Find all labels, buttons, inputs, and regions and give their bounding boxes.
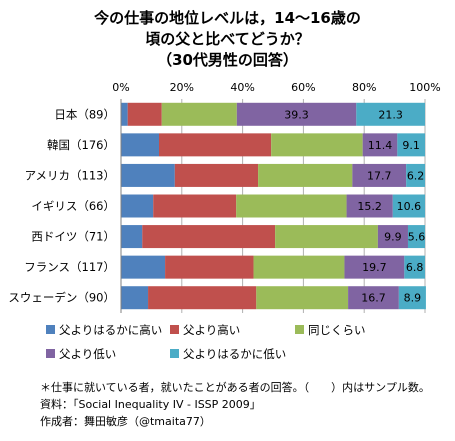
bar-segment (362, 133, 398, 157)
data-label: 5.6 (408, 231, 426, 244)
bar-segment (344, 255, 405, 279)
chart-title-line1: 今の仕事の地位レベルは，14〜16歳の (94, 9, 361, 27)
bar-segment (377, 225, 408, 249)
bar-segment (407, 225, 425, 249)
footnote-author: 作成者：舞田敏彦（@tmaita77） (40, 415, 211, 428)
bar-segment (271, 133, 363, 157)
data-label: 9.9 (384, 231, 402, 244)
x-tick-label: 0% (112, 81, 129, 94)
data-label: 15.2 (357, 200, 382, 213)
footnote-note: ＊仕事に就いている者，就いたことがある者の回答。（ ）内はサンプル数。 (40, 381, 430, 394)
x-tick-label: 60% (291, 81, 315, 94)
data-label: 17.7 (367, 169, 392, 182)
x-tick-label: 20% (170, 81, 194, 94)
legend-label: 父よりはるかに低い (183, 347, 286, 361)
data-label: 11.4 (368, 139, 393, 152)
data-label: 16.7 (361, 292, 386, 305)
bar-segment (121, 133, 159, 157)
category-label: フランス（117） (24, 260, 115, 274)
data-label: 19.7 (362, 261, 387, 274)
legend-swatch (46, 325, 55, 334)
bar-segment (348, 286, 399, 310)
bar-segment (148, 286, 257, 310)
bar-segment (121, 163, 175, 187)
x-tick-label: 100% (409, 81, 440, 94)
category-label: 西ドイツ（71） (31, 230, 115, 244)
bar-segment (256, 286, 349, 310)
category-label: 日本（89） (54, 107, 115, 121)
legend-label: 父よりはるかに高い (59, 323, 162, 337)
bar-segment (258, 163, 353, 187)
bar-segment (159, 133, 272, 157)
legend-swatch (46, 349, 55, 358)
bar-segment (356, 102, 425, 126)
x-tick-label: 40% (230, 81, 254, 94)
legend-swatch (295, 325, 304, 334)
bar-segment (142, 225, 276, 249)
chart-title-line2: 頃の父と比べてどうか？ (145, 30, 310, 48)
data-label: 6.2 (407, 169, 425, 182)
bar-segment (352, 163, 407, 187)
bar-segment (165, 255, 254, 279)
legend-swatch (170, 325, 179, 334)
data-label: 8.9 (404, 292, 422, 305)
category-label: アメリカ（113） (25, 168, 115, 182)
bar-segment (121, 286, 149, 310)
data-label: 6.8 (406, 261, 424, 274)
bar-segment (121, 225, 143, 249)
bar-segment (174, 163, 259, 187)
bar-segment (404, 255, 425, 279)
bar-segment (236, 102, 357, 126)
data-label: 39.3 (284, 108, 309, 121)
footnote-source: 資料：「Social Inequality IV - ISSP 2009」 (40, 398, 261, 411)
legend-swatch (170, 349, 179, 358)
category-label: スウェーデン（90） (8, 291, 115, 305)
bar-segment (121, 102, 128, 126)
category-label: イギリス（66） (31, 199, 115, 213)
legend-label: 父より低い (59, 347, 116, 361)
chart-title-line3: （30代男性の回答） (157, 51, 298, 69)
legend-label: 同じくらい (308, 323, 366, 337)
x-tick-label: 80% (352, 81, 376, 94)
bar-segment (398, 286, 426, 310)
bar-segment (397, 133, 425, 157)
bar-segment (392, 194, 425, 218)
data-label: 10.6 (397, 200, 422, 213)
bar-segment (275, 225, 378, 249)
bar-segment (127, 102, 162, 126)
data-label: 9.1 (402, 139, 420, 152)
bar-segment (153, 194, 237, 218)
bar-segment (236, 194, 347, 218)
data-label: 21.3 (378, 108, 403, 121)
bar-segment (121, 194, 154, 218)
bar-segment (406, 163, 425, 187)
bar-segment (121, 255, 166, 279)
bar-segment (161, 102, 237, 126)
bar-segment (346, 194, 393, 218)
bar-segment (253, 255, 345, 279)
category-label: 韓国（176） (47, 138, 115, 152)
legend-label: 父より高い (183, 323, 240, 337)
